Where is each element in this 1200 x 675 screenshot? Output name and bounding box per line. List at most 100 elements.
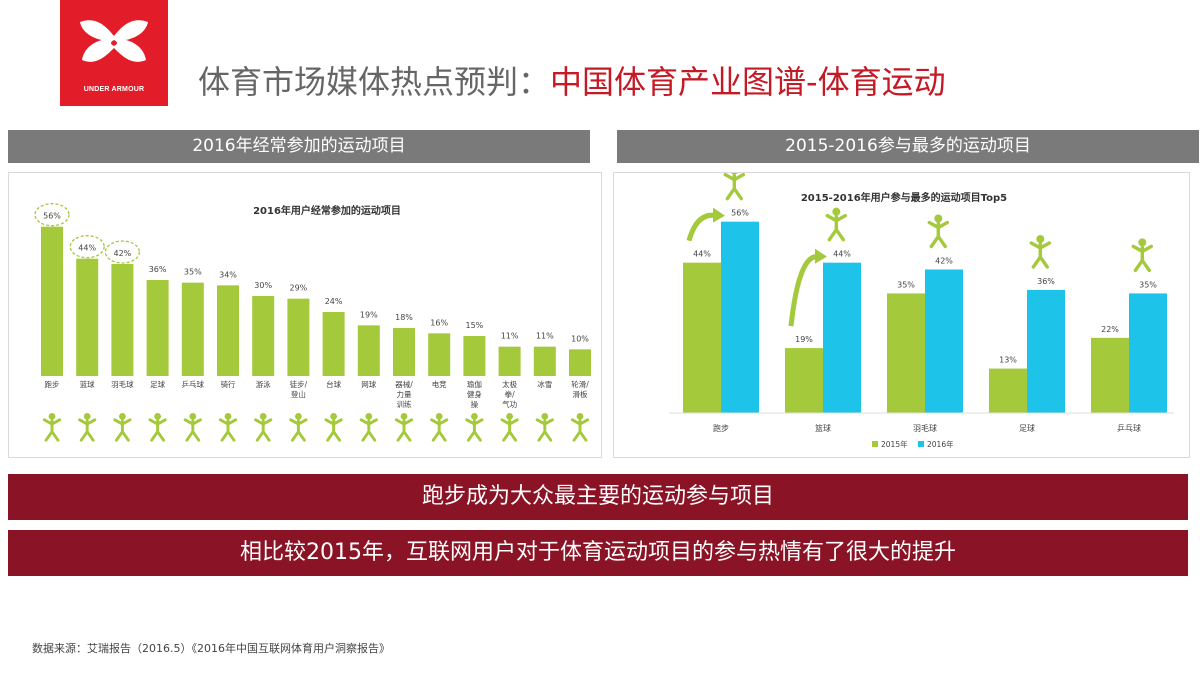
sport-icon bbox=[1029, 235, 1051, 269]
chart1-category-label: 篮球 bbox=[80, 379, 95, 389]
chart1-bar bbox=[111, 264, 134, 376]
sport-icon bbox=[113, 413, 132, 442]
chart1-category-label: 气功 bbox=[502, 399, 517, 409]
chart1-bar bbox=[357, 325, 380, 376]
chart1-value-label: 44% bbox=[78, 244, 96, 253]
page-title-gray: 体育市场媒体热点预判： bbox=[198, 63, 551, 101]
chart2-category-label: 篮球 bbox=[815, 423, 831, 433]
sport-icon bbox=[42, 413, 62, 442]
chart1-bar bbox=[393, 328, 415, 376]
athlete-body bbox=[78, 418, 97, 442]
chart1-category-label: 足球 bbox=[150, 379, 165, 389]
chart1-bar bbox=[146, 280, 169, 376]
chart1-value-label: 36% bbox=[149, 265, 167, 274]
sport-icon bbox=[723, 166, 746, 201]
chart1-category-label: 乒乓球 bbox=[182, 379, 205, 389]
athlete-head bbox=[541, 413, 549, 420]
chart2-value-label: 35% bbox=[897, 280, 915, 289]
chart2-category-label: 乒乓球 bbox=[1117, 423, 1141, 433]
source-note: 数据来源：艾瑞报告（2016.5）《2016年中国互联网体育用户洞察报告》 bbox=[32, 642, 390, 655]
athlete-body bbox=[430, 418, 449, 442]
athlete-body bbox=[42, 418, 62, 442]
chart1-category-label: 台球 bbox=[326, 379, 341, 389]
chart2-bar-2015 bbox=[1091, 337, 1129, 413]
sport-icon bbox=[78, 413, 97, 442]
chart1-value-label: 30% bbox=[254, 281, 272, 290]
page-title: 体育市场媒体热点预判：中国体育产业图谱-体育运动 bbox=[198, 60, 946, 104]
athlete-head bbox=[471, 413, 478, 420]
chart1-category-label: 骑行 bbox=[221, 379, 236, 389]
chart2-value-label: 42% bbox=[935, 257, 953, 266]
athlete-head bbox=[154, 413, 161, 420]
chart1-value-label: 18% bbox=[395, 313, 413, 322]
athlete-body bbox=[218, 418, 238, 442]
sport-icon bbox=[535, 413, 554, 442]
legend-swatch bbox=[872, 441, 878, 447]
chart1-value-label: 29% bbox=[290, 284, 308, 293]
legend-label: 2016年 bbox=[927, 439, 954, 449]
chart1-category-label: 健身 bbox=[467, 389, 482, 399]
brand-name: UNDER ARMOUR bbox=[83, 86, 145, 93]
chart1-bar bbox=[569, 349, 591, 376]
sport-icon bbox=[1131, 238, 1153, 273]
sport-icon bbox=[394, 413, 414, 442]
chart2-value-label: 35% bbox=[1139, 280, 1157, 289]
chart2-value-label: 44% bbox=[693, 250, 711, 259]
sport-icon bbox=[359, 413, 378, 442]
chart1-category-label: 拳/ bbox=[505, 389, 515, 399]
chart1-category-label: 徒步/ bbox=[290, 379, 308, 389]
chart1-bar bbox=[252, 296, 275, 376]
chart2-category-label: 跑步 bbox=[713, 424, 729, 433]
top5-comparison-chart: 2015-2016年用户参与最多的运动项目Top5 44% 56% 跑步 19% 44% 篮… bbox=[669, 166, 1174, 449]
athlete-head bbox=[576, 413, 584, 420]
sport-icon bbox=[289, 413, 308, 442]
sport-icon bbox=[570, 413, 590, 442]
athlete-body bbox=[394, 418, 414, 442]
chart2-value-label: 13% bbox=[999, 356, 1017, 365]
chart1-category-label: 电竞 bbox=[432, 379, 447, 389]
section-bar-left: 2016年经常参加的运动项目 bbox=[8, 130, 590, 163]
athlete-head bbox=[83, 413, 91, 420]
chart1-category-label: 力量 bbox=[397, 389, 412, 399]
sport-icon bbox=[148, 413, 167, 442]
chart1-bar bbox=[41, 226, 63, 376]
chart1-bar bbox=[287, 298, 310, 376]
chart1-category-label: 太极 bbox=[502, 379, 517, 389]
chart1-category-label: 冰雪 bbox=[537, 379, 552, 389]
athlete-head bbox=[832, 207, 841, 216]
banner-comparison: 相比较2015年，互联网用户对于体育运动项目的参与热情有了很大的提升 bbox=[8, 530, 1188, 576]
athlete-body bbox=[500, 418, 519, 442]
increase-arrow-head bbox=[713, 207, 725, 223]
chart1-bar bbox=[181, 282, 204, 376]
sport-icon bbox=[465, 413, 484, 442]
sports-participation-chart: 2016年用户经常参加的运动项目 56% 跑步 44% 篮球 42% 羽毛球 36% 足球 35%… bbox=[34, 203, 591, 442]
chart1-bar bbox=[217, 285, 239, 376]
athlete-head bbox=[435, 413, 443, 420]
chart1-value-label: 19% bbox=[360, 310, 378, 319]
chart1-bar bbox=[533, 346, 556, 376]
athlete-body bbox=[535, 418, 554, 442]
sport-icon bbox=[254, 413, 273, 442]
athlete-head bbox=[1138, 238, 1147, 247]
chart1-bar bbox=[76, 258, 99, 376]
athlete-body bbox=[359, 418, 378, 442]
chart1-category-label: 登山 bbox=[291, 389, 306, 399]
sport-icon bbox=[500, 413, 519, 442]
chart2-value-label: 36% bbox=[1037, 277, 1055, 286]
athlete-head bbox=[48, 413, 56, 420]
athlete-head bbox=[224, 413, 232, 420]
left-chart-panel: 2016年用户经常参加的运动项目 56% 跑步 44% 篮球 42% 羽毛球 36% 足球 35%… bbox=[8, 172, 602, 458]
athlete-head bbox=[934, 214, 943, 223]
chart1-value-label: 11% bbox=[501, 332, 519, 341]
chart2-category-label: 足球 bbox=[1019, 423, 1035, 433]
right-chart-panel: 2015-2016年用户参与最多的运动项目Top5 44% 56% 跑步 19% 44% 篮… bbox=[613, 166, 1190, 458]
chart2-category-label: 羽毛球 bbox=[913, 423, 937, 433]
chart1-highlight-circle bbox=[34, 203, 70, 227]
athlete-body bbox=[183, 418, 202, 442]
chart1-value-label: 35% bbox=[184, 268, 202, 277]
chart1-category-label: 操 bbox=[471, 399, 479, 409]
legend-label: 2015年 bbox=[881, 439, 908, 449]
chart1-value-label: 34% bbox=[219, 270, 237, 279]
chart2-title: 2015-2016年用户参与最多的运动项目Top5 bbox=[801, 191, 1007, 204]
chart1-bar bbox=[428, 333, 451, 376]
